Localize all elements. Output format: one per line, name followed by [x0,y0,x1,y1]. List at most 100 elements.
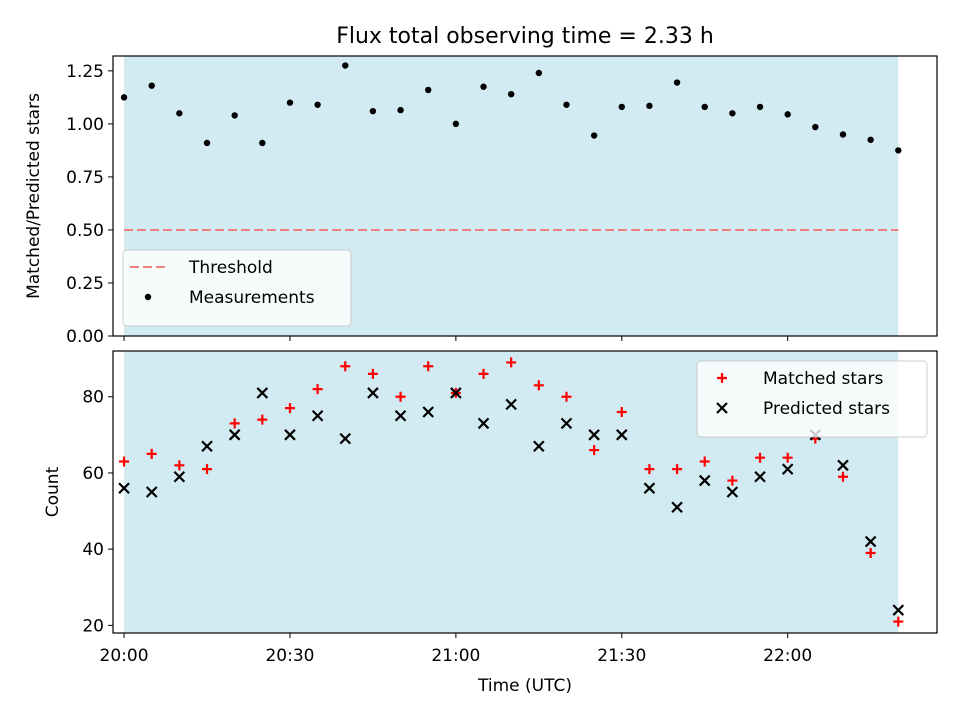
legend-label: Matched stars [763,369,883,389]
x-tick-label: 22:00 [763,646,812,666]
matched-stars-point [174,460,185,471]
predicted-stars-point [505,398,517,411]
matched-stars-point [202,464,213,475]
predicted-stars-point [228,429,241,441]
measurement-point [425,86,432,94]
measurement-point [729,110,736,117]
matched-stars-point [367,368,378,379]
measurement-point [701,103,708,111]
y-tick-label: 0.00 [66,327,104,347]
ratio-panel-marks [120,62,902,231]
count-panel-y-ticks: 20 40 60 80 [82,388,113,636]
ratio-legend: Threshold Measurements [122,249,352,327]
measurement-point [812,123,819,131]
matched-stars-point [837,471,848,482]
measurement-point [452,120,460,128]
matched-stars-point [755,452,766,463]
measurement-point [369,107,377,115]
predicted-stars-point [450,387,462,399]
count-legend: Matched stars Predicted stars [696,360,928,438]
predicted-stars-point [339,432,352,445]
measurement-point [120,94,128,101]
matched-stars-point [672,464,683,475]
predicted-stars-point [201,440,213,453]
x-tick-label: 21:00 [431,646,480,666]
legend-label: Threshold [188,258,273,278]
matched-stars-point [561,391,572,402]
matched-stars-point [340,361,351,372]
matched-stars-point [506,357,517,368]
y-tick-label: 60 [82,464,104,484]
y-tick-label: 1.25 [66,62,104,82]
measurement-point [203,139,211,147]
legend-box [122,249,352,327]
measurement-point [784,111,791,118]
predicted-stars-point [256,387,269,399]
measurement-point [259,139,266,147]
measurement-point [563,101,570,108]
measurement-point [618,103,625,111]
x-tick-label: 20:00 [100,646,149,666]
predicted-stars-point [616,429,628,441]
matched-stars-point [699,456,710,467]
predicted-stars-point [145,486,158,498]
measurement-point [867,136,874,143]
predicted-stars-point [837,459,849,472]
ratio-panel-x-ticks [123,336,789,341]
matched-stars-point [423,361,434,372]
predicted-stars-point [892,604,905,616]
y-tick-label: 0.25 [66,274,104,294]
predicted-stars-point [864,535,877,548]
matched-stars-point [533,380,544,391]
matched-stars-point [727,475,738,486]
matched-stars-point [312,384,323,395]
predicted-stars-point [394,410,407,422]
predicted-stars-point [367,387,379,399]
predicted-stars-point [173,470,186,483]
y-tick-label: 0.75 [66,168,104,188]
matched-stars-point [865,547,876,558]
measurement-point [342,62,349,69]
predicted-stars-point [671,501,683,514]
measurement-point [590,132,598,139]
matched-stars-point [782,452,793,463]
matched-stars-point [644,464,655,475]
count-panel-frame [112,350,938,634]
predicted-stars-point [118,482,130,494]
ratio-panel-y-ticks: 0.00 0.25 0.50 0.75 1.00 1.25 [66,62,113,347]
matched-stars-point [589,445,600,456]
legend-label: Predicted stars [763,399,890,419]
measurement-point [397,106,404,114]
count-panel-marks [118,357,905,627]
measurement-point [231,112,238,119]
count-panel: 20 40 60 80 20:00 20:30 21:00 21:30 22:00 Count… [43,350,938,696]
measurement-point [646,102,653,110]
count-y-axis-label: Count [43,466,63,517]
predicted-stars-point [588,429,600,441]
legend-label: Measurements [189,288,315,308]
matched-stars-point [616,406,627,417]
predicted-stars-point [754,470,766,483]
measurement-point [314,101,321,108]
x-tick-label: 21:30 [597,646,646,666]
measurement-point [148,82,155,89]
legend-marker-swatch [144,293,152,301]
measurement-point [673,79,681,86]
predicted-stars-point [533,440,545,453]
time-x-axis-label: Time (UTC) [477,676,572,696]
y-tick-label: 1.00 [66,115,104,135]
measurement-point [895,147,902,154]
matched-stars-point [146,448,157,459]
predicted-stars-point [284,429,296,441]
matched-stars-point [229,418,240,429]
predicted-stars-point [781,463,794,475]
predicted-stars-point [311,410,324,422]
y-tick-label: 40 [82,540,104,560]
predicted-stars-point [560,417,573,430]
predicted-stars-point [422,406,434,418]
measurement-point [286,99,294,106]
legend-marker-swatch [717,373,727,383]
measurement-point [480,83,487,90]
legend-marker-swatch [716,402,728,414]
